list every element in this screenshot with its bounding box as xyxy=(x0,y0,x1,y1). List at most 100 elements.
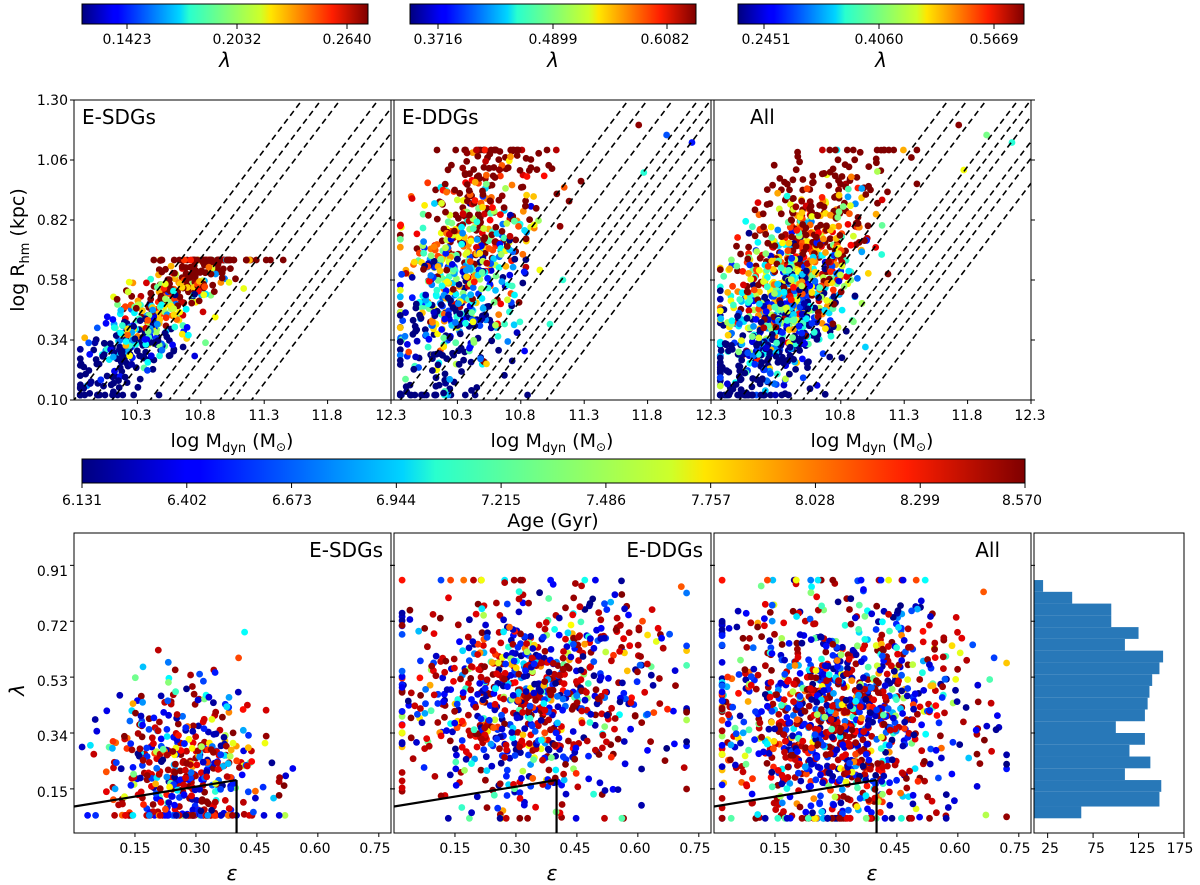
data-point xyxy=(724,380,731,388)
data-point xyxy=(835,208,843,216)
data-point xyxy=(134,383,142,391)
data-point xyxy=(503,746,510,754)
data-point xyxy=(465,187,473,194)
data-point xyxy=(157,692,165,700)
data-point xyxy=(451,664,458,672)
data-point xyxy=(465,644,473,652)
data-point xyxy=(926,621,933,629)
data-point xyxy=(748,333,756,340)
data-point xyxy=(834,663,841,670)
data-point xyxy=(768,650,776,657)
data-point xyxy=(489,204,496,212)
data-point xyxy=(838,701,846,709)
data-point xyxy=(744,391,751,399)
data-point xyxy=(478,629,486,637)
data-point xyxy=(843,273,850,280)
data-point xyxy=(501,754,508,761)
data-point xyxy=(497,172,504,180)
data-point xyxy=(443,686,451,693)
data-point xyxy=(509,263,517,271)
data-point xyxy=(774,767,782,774)
data-point xyxy=(835,277,843,285)
data-point xyxy=(481,724,489,732)
data-point xyxy=(469,284,477,291)
data-point xyxy=(441,713,448,721)
data-point xyxy=(759,210,767,218)
data-point xyxy=(778,799,786,807)
data-point xyxy=(778,771,786,779)
data-point xyxy=(121,303,129,311)
data-point xyxy=(229,739,237,747)
data-point xyxy=(834,214,842,221)
data-point xyxy=(410,365,418,373)
data-point xyxy=(728,345,735,353)
data-point xyxy=(491,700,499,708)
data-point xyxy=(735,689,742,697)
data-point xyxy=(680,764,688,771)
data-point xyxy=(837,288,845,296)
data-point xyxy=(433,350,440,358)
data-point xyxy=(854,784,861,792)
data-point xyxy=(466,258,474,265)
data-point xyxy=(774,189,782,197)
outlier-point xyxy=(983,131,991,139)
data-point xyxy=(548,754,555,761)
data-point xyxy=(537,745,545,753)
data-point xyxy=(762,662,769,670)
data-point xyxy=(784,678,791,685)
data-point xyxy=(500,234,508,242)
data-point xyxy=(214,765,222,773)
panel-title: E-SDGs xyxy=(82,105,156,129)
data-point xyxy=(484,274,491,282)
data-point xyxy=(885,576,892,584)
data-point xyxy=(494,333,502,340)
data-point xyxy=(852,660,860,668)
colorbar-tick-label: 0.1423 xyxy=(103,32,152,48)
data-point xyxy=(771,290,778,297)
data-point xyxy=(86,351,94,358)
data-point xyxy=(578,719,586,727)
data-point xyxy=(210,699,217,707)
data-point xyxy=(198,743,205,750)
data-point xyxy=(217,812,225,819)
data-point xyxy=(844,185,852,193)
data-point xyxy=(182,724,190,731)
outlier-point xyxy=(955,121,963,129)
data-point xyxy=(479,203,486,211)
data-point xyxy=(861,685,868,693)
data-point xyxy=(914,710,921,718)
data-point xyxy=(861,642,869,649)
data-point xyxy=(552,766,560,774)
data-point xyxy=(122,812,129,819)
data-point xyxy=(275,792,283,799)
data-point xyxy=(525,740,533,747)
data-point xyxy=(520,673,528,680)
data-point xyxy=(85,339,93,347)
dashed-line xyxy=(545,181,711,400)
data-point xyxy=(592,576,599,584)
data-point xyxy=(883,670,891,678)
data-point xyxy=(819,350,827,358)
data-point xyxy=(134,730,142,737)
data-point xyxy=(116,691,124,699)
data-point xyxy=(449,286,457,293)
data-point xyxy=(233,757,241,765)
data-point xyxy=(602,648,610,656)
data-point xyxy=(752,316,760,323)
data-point xyxy=(118,348,126,356)
x-tick-label: 10.8 xyxy=(824,408,855,424)
data-point xyxy=(663,745,671,752)
data-point xyxy=(644,660,651,668)
data-point xyxy=(808,744,815,752)
data-point xyxy=(774,280,782,288)
data-point xyxy=(782,737,789,745)
data-point xyxy=(438,282,446,290)
data-point xyxy=(433,286,441,294)
data-point xyxy=(782,753,790,761)
data-point xyxy=(644,631,651,639)
data-point xyxy=(916,676,924,683)
data-point xyxy=(398,609,406,617)
data-point xyxy=(831,793,839,801)
boundary-line xyxy=(74,778,237,808)
data-point xyxy=(398,729,406,737)
